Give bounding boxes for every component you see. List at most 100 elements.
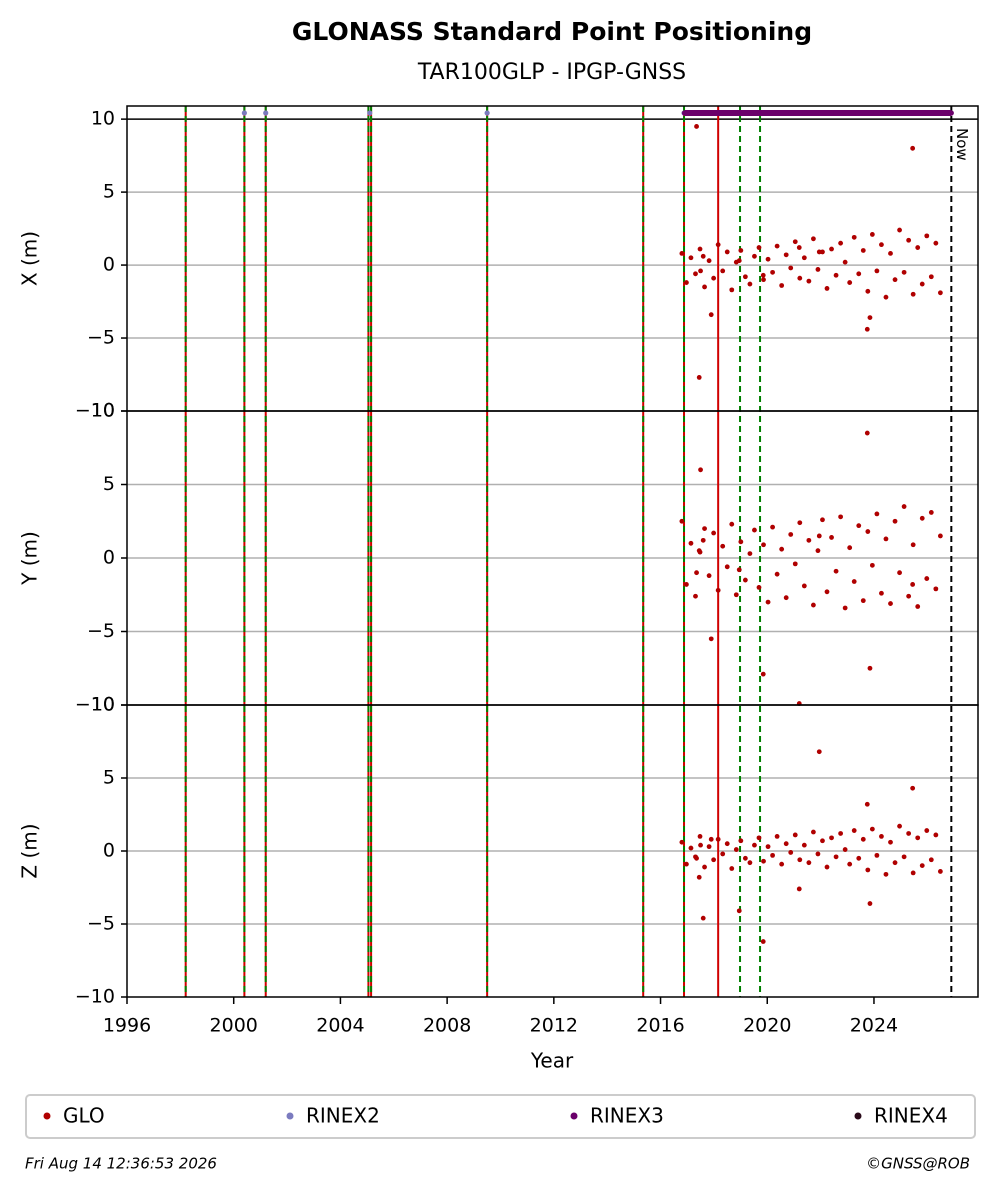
data-point — [915, 835, 921, 841]
data-point — [937, 290, 943, 296]
data-point — [797, 275, 803, 281]
data-point — [928, 274, 934, 280]
data-point — [915, 604, 921, 609]
data-point — [761, 858, 766, 864]
data-point — [679, 518, 685, 524]
data-point — [867, 901, 873, 906]
data-point — [928, 510, 934, 515]
y-tick-label: 10 — [91, 400, 115, 422]
data-point — [879, 590, 884, 596]
data-point — [915, 245, 921, 250]
data-point — [897, 570, 902, 576]
data-point — [738, 838, 744, 844]
data-point — [892, 277, 898, 283]
data-point — [702, 526, 707, 531]
legend-label: RINEX3 — [590, 1104, 664, 1128]
data-point — [856, 271, 862, 277]
data-point — [756, 585, 762, 590]
data-point — [715, 587, 721, 593]
data-point — [906, 237, 912, 243]
data-point — [747, 860, 753, 866]
data-point — [697, 834, 703, 839]
availability-point — [788, 110, 794, 116]
data-point — [879, 242, 884, 248]
x-tick-label: 2008 — [423, 1015, 471, 1037]
data-point — [711, 530, 717, 536]
x-tick-label: 2016 — [636, 1015, 684, 1037]
data-point — [901, 269, 907, 275]
data-point — [679, 839, 685, 845]
data-point — [733, 847, 739, 852]
data-point — [865, 867, 871, 873]
y-tick-label: 5 — [103, 473, 115, 495]
legend-label: GLO — [63, 1104, 105, 1128]
data-point — [874, 268, 880, 274]
data-point — [851, 234, 857, 240]
data-point — [865, 288, 871, 294]
data-point — [842, 259, 848, 265]
data-point — [760, 671, 766, 677]
availability-point — [801, 110, 808, 116]
data-point — [688, 845, 694, 851]
data-point — [779, 283, 785, 288]
data-point — [816, 749, 822, 755]
data-point — [760, 939, 766, 944]
y-tick-label: 10 — [91, 694, 115, 716]
data-point — [698, 268, 703, 274]
data-point — [874, 852, 880, 858]
data-point — [869, 562, 875, 568]
data-point — [708, 312, 714, 318]
data-point — [883, 871, 889, 877]
data-point — [684, 582, 689, 587]
data-point — [937, 869, 943, 874]
data-point — [897, 227, 902, 233]
data-point — [815, 851, 821, 857]
data-point — [706, 573, 712, 579]
data-point — [806, 860, 812, 866]
data-point — [742, 577, 748, 583]
data-point — [888, 250, 893, 256]
data-point — [693, 271, 698, 277]
data-point — [752, 527, 757, 533]
data-point — [761, 277, 766, 283]
data-point — [706, 844, 712, 850]
data-point — [770, 269, 775, 275]
data-point — [811, 236, 816, 242]
data-point — [774, 571, 780, 577]
data-point — [702, 864, 707, 870]
data-point — [867, 665, 873, 671]
data-point — [697, 246, 703, 252]
data-point — [879, 834, 884, 839]
data-point — [688, 540, 694, 546]
data-point — [797, 520, 803, 526]
data-point — [698, 842, 703, 848]
data-point — [901, 854, 907, 860]
data-point — [820, 517, 825, 523]
data-point — [806, 278, 812, 284]
data-point — [698, 467, 703, 473]
data-point — [738, 539, 744, 545]
x-tick-label: 2012 — [530, 1015, 578, 1037]
legend-marker — [854, 1112, 862, 1120]
availability-point — [815, 110, 821, 116]
availability-point — [748, 110, 754, 116]
data-point — [700, 253, 706, 259]
legend-marker — [43, 1112, 51, 1120]
data-point — [924, 576, 930, 581]
data-point — [820, 838, 825, 844]
availability-point — [922, 110, 928, 116]
data-point — [838, 831, 844, 836]
availability-point — [761, 110, 768, 116]
y-tick-label: 0 — [103, 840, 115, 862]
data-point — [774, 243, 780, 249]
data-point — [774, 834, 780, 839]
availability-point — [855, 110, 861, 116]
data-point — [797, 857, 803, 863]
data-point — [694, 855, 699, 861]
y-axis-label: X (m) — [18, 231, 42, 286]
data-point — [811, 829, 816, 835]
data-point — [747, 281, 753, 287]
availability-point — [948, 110, 954, 116]
chart-subtitle: TAR100GLP - IPGP-GNSS — [417, 60, 686, 85]
availability-point — [484, 110, 490, 116]
